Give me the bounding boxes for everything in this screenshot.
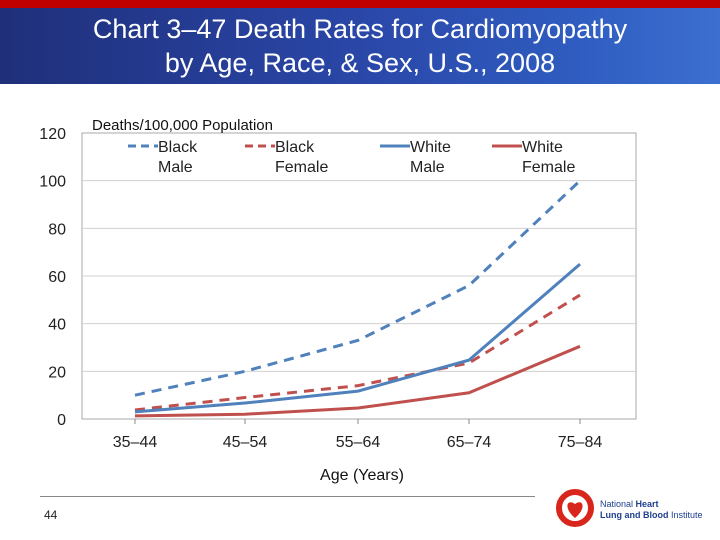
series-line-white-male <box>134 262 581 414</box>
y-tick-label: 20 <box>48 364 66 381</box>
footer-divider <box>40 496 535 497</box>
y-tick-label: 0 <box>57 412 66 429</box>
x-tick-label: 65–74 <box>447 434 492 451</box>
title-banner <box>0 8 720 84</box>
y-axis-label: Deaths/100,000 Population <box>92 117 273 134</box>
y-tick-label: 80 <box>48 221 66 238</box>
series-line-black-male <box>134 179 582 397</box>
logo-text-2: Heart <box>635 499 659 509</box>
legend-label: Female <box>275 159 328 176</box>
y-tick-label: 40 <box>48 317 66 334</box>
title-line-1: Chart 3–47 Death Rates for Cardiomyopath… <box>92 14 628 44</box>
slide-title: Chart 3–47 Death Rates for Cardiomyopath… <box>0 12 720 80</box>
legend-label: Black <box>275 139 315 156</box>
y-tick-label: 100 <box>39 174 66 191</box>
x-tick-label: 55–64 <box>336 434 381 451</box>
x-tick-label: 45–54 <box>223 434 268 451</box>
title-line-2: by Age, Race, & Sex, U.S., 2008 <box>164 48 556 78</box>
nhlbi-logo-text: National Heart Lung and Blood Institute <box>600 499 703 521</box>
legend-label: Male <box>410 159 445 176</box>
legend-label: Female <box>522 159 575 176</box>
nhlbi-logo-icon <box>556 489 594 527</box>
legend-label: White <box>522 139 563 156</box>
y-tick-label: 60 <box>48 269 66 286</box>
x-tick-label: 75–84 <box>558 434 603 451</box>
logo-text-1: National <box>600 499 636 509</box>
x-axis-label: Age (Years) <box>320 467 404 484</box>
legend-label: Black <box>158 139 198 156</box>
y-tick-label: 120 <box>39 126 66 143</box>
logo-text-4: Institute <box>671 510 703 520</box>
logo-text-3: Lung and Blood <box>600 510 671 520</box>
legend-label: White <box>410 139 451 156</box>
x-tick-label: 35–44 <box>113 434 158 451</box>
page-number: 44 <box>44 508 58 522</box>
legend-label: Male <box>158 159 193 176</box>
series-line-black-female <box>134 293 581 412</box>
top-accent-bar <box>0 0 720 8</box>
